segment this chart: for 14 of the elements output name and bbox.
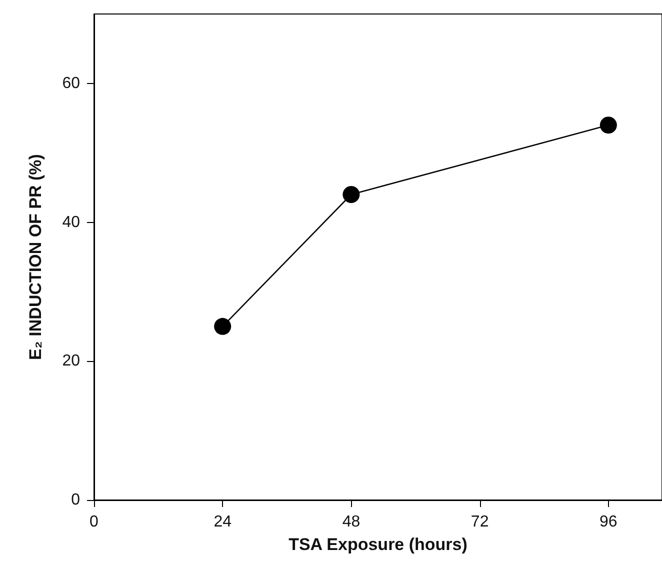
x-tick-label: 72 <box>470 514 489 530</box>
y-tick-label: 40 <box>62 214 80 231</box>
x-axis-title: TSA Exposure (hours) <box>288 535 468 554</box>
x-tick-label: 24 <box>214 514 232 530</box>
x-tick-label: 0 <box>90 514 99 530</box>
y-axis-title: E₂ INDUCTION OF PR (%) <box>26 154 45 360</box>
y-tick-label: 20 <box>62 352 80 370</box>
y-tick-label: 0 <box>71 492 80 508</box>
x-tick-label: 48 <box>342 514 360 530</box>
point <box>342 186 360 204</box>
point <box>214 318 232 335</box>
point <box>600 116 617 134</box>
y-tick-label: 60 <box>62 74 80 92</box>
x-tick-label: 96 <box>600 514 618 530</box>
